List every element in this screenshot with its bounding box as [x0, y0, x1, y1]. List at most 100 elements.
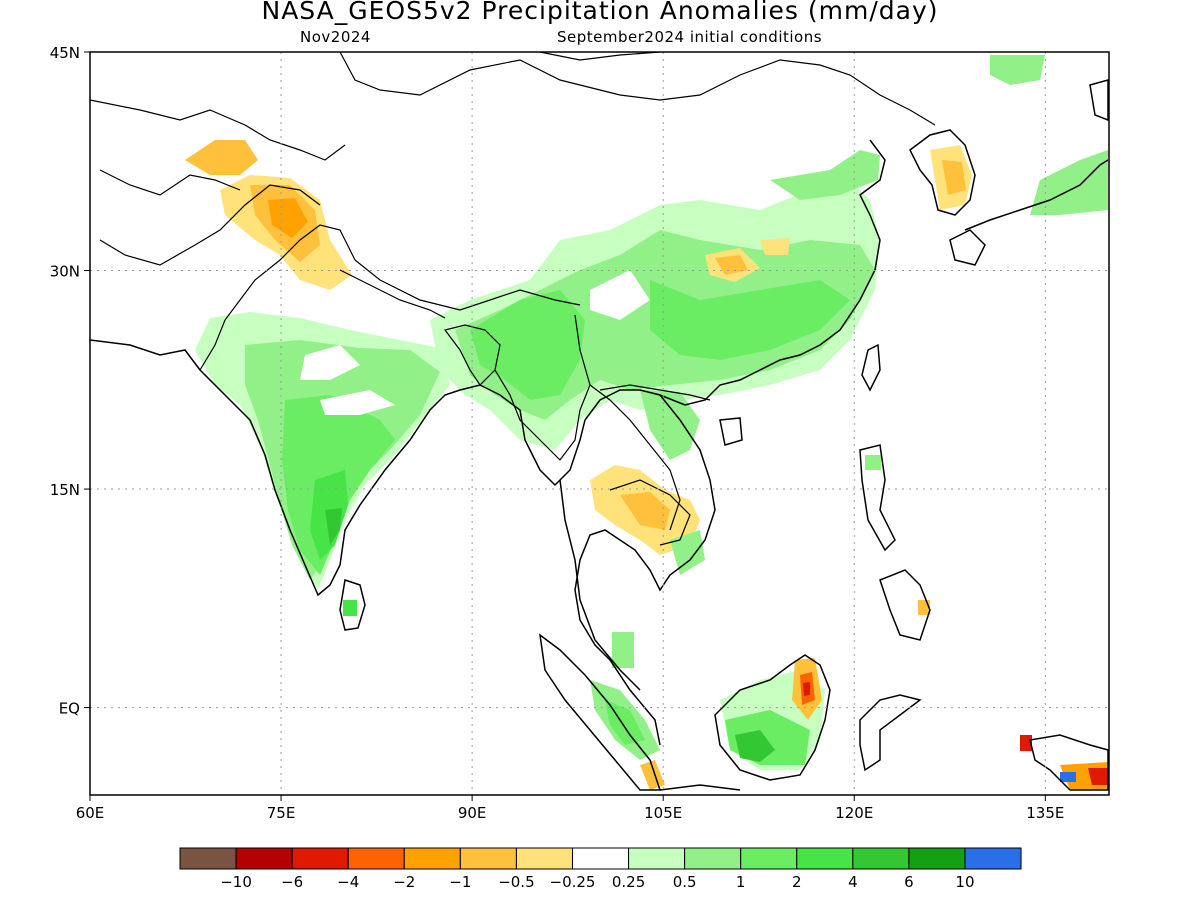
coastlines — [90, 79, 1109, 791]
colorbar-swatch — [291, 847, 349, 870]
hokkaido — [1089, 79, 1109, 122]
colorbar-label: −6 — [281, 873, 303, 891]
sumatra-dry — [640, 760, 665, 790]
lat-tick-label: 30N — [50, 263, 80, 281]
border-cambodia — [609, 479, 691, 546]
initial-conditions: September2024 initial conditions — [557, 28, 823, 46]
axis-ticks: 60E 75E 90E 105E 120E 135E 45N 30N 15N EQ — [50, 44, 1065, 822]
colorbar-label: −10 — [220, 873, 252, 891]
halmahera-dry — [1020, 735, 1032, 751]
lon-tick-label: 135E — [1026, 804, 1064, 822]
korea — [909, 129, 976, 216]
border-india-pak — [199, 224, 356, 371]
newguinea-dry-core — [1088, 768, 1108, 785]
sulawesi — [859, 694, 922, 772]
srilanka-wet — [343, 600, 357, 616]
colorbar-swatch — [571, 847, 630, 870]
map-frame — [89, 51, 1110, 796]
border-thai-lao — [589, 384, 681, 531]
gulf-thailand — [574, 529, 661, 746]
colorbar-label: −0.25 — [550, 873, 596, 891]
lon-tick-label: 60E — [76, 804, 105, 822]
border-mongolia — [539, 52, 661, 61]
newguinea-wet — [1060, 772, 1076, 782]
new-guinea — [1029, 734, 1109, 791]
korea-dry-mid — [942, 160, 966, 195]
border-india-nepal — [339, 269, 446, 319]
colorbar-label: 1 — [736, 873, 746, 891]
anomaly-fields — [185, 55, 1108, 790]
hokkaido-wet — [990, 55, 1045, 85]
border-iran-afghan — [99, 169, 241, 196]
indochina-dry-mid — [620, 492, 670, 530]
pakistan-coast — [90, 339, 201, 371]
lat-tick-label: EQ — [59, 700, 80, 718]
colorbar-label: −2 — [393, 873, 415, 891]
colorbar: −10 −6 −4 −2 −1 −0.5 −0.25 0.25 0.5 1 2 4 6 10 — [179, 847, 1022, 891]
lon-tick-label: 75E — [267, 804, 296, 822]
border-russia-china — [339, 52, 936, 126]
lon-tick-label: 105E — [644, 804, 682, 822]
india-interior-dry — [300, 345, 395, 415]
colorbar-label: 0.25 — [612, 873, 645, 891]
map-title: NASA_GEOS5v2 Precipitation Anomalies (mm… — [261, 0, 939, 25]
colorbar-swatch — [796, 847, 854, 870]
malay-peninsula — [559, 479, 641, 691]
hainan — [719, 417, 743, 446]
colorbar-swatch — [740, 847, 798, 870]
lon-tick-label: 90E — [458, 804, 487, 822]
graticule — [90, 52, 1109, 795]
lat-tick-label: 45N — [50, 44, 80, 62]
lon-tick-label: 120E — [835, 804, 873, 822]
forecast-month: Nov2024 — [300, 28, 371, 46]
luzon-wet — [865, 455, 881, 470]
national-borders — [90, 52, 936, 546]
indochina-coast — [584, 139, 886, 421]
colorbar-swatch — [235, 847, 293, 870]
lat-tick-label: 15N — [50, 481, 80, 499]
taiwan — [861, 343, 881, 392]
afghan-dry — [185, 140, 258, 175]
philippines-south — [879, 569, 931, 641]
borneo — [714, 654, 831, 781]
india-wet-peak — [325, 508, 342, 545]
colorbar-swatch — [459, 847, 517, 870]
malaya-wet — [612, 632, 634, 668]
north-china-wet — [770, 150, 880, 200]
colorbar-label: −1 — [449, 873, 471, 891]
colorbar-label: 0.5 — [673, 873, 697, 891]
colorbar-swatch — [964, 847, 1022, 870]
southvn-wet — [670, 530, 705, 575]
colorbar-swatch — [179, 847, 237, 870]
border-central-asia — [90, 99, 346, 161]
japan-honshu — [964, 159, 1109, 231]
colorbar-label: 10 — [955, 873, 974, 891]
japan-wet — [1030, 150, 1108, 215]
vietnam-coast — [619, 394, 716, 592]
borneo-dry-peak — [803, 682, 810, 696]
colorbar-label: −0.5 — [498, 873, 534, 891]
vietnam-wet — [640, 390, 700, 460]
colorbar-swatch — [403, 847, 461, 870]
colorbar-label: 4 — [848, 873, 858, 891]
border-myanmar — [494, 314, 591, 461]
border-afghan-pak — [99, 184, 321, 266]
colorbar-label: 6 — [904, 873, 914, 891]
kashmir-dry-core — [268, 198, 308, 238]
colorbar-label: −4 — [337, 873, 359, 891]
myanmar-wet-strong — [470, 290, 585, 400]
colorbar-swatch — [515, 847, 573, 870]
colorbar-swatch — [347, 847, 405, 870]
japan-kyushu — [949, 229, 986, 266]
colorbar-label: 2 — [792, 873, 802, 891]
colorbar-swatch — [684, 847, 742, 870]
central-china-dry-core — [715, 255, 748, 275]
border-china-vn — [599, 384, 711, 401]
java-strip — [659, 784, 741, 791]
india-coast — [199, 369, 586, 597]
colorbar-swatch — [628, 847, 686, 870]
colorbar-swatch — [908, 847, 966, 870]
china-wet-strong — [650, 280, 850, 360]
luzon — [859, 444, 896, 552]
